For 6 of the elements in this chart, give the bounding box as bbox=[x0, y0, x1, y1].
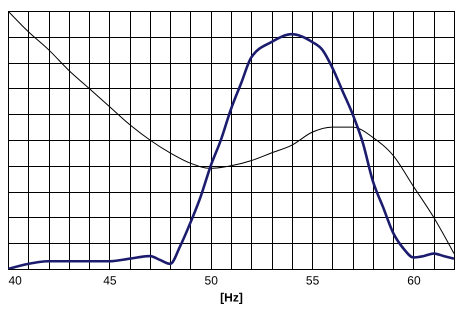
x-tick-label: 40 bbox=[8, 274, 22, 288]
x-tick-label: 50 bbox=[204, 274, 218, 288]
x-tick-label: 45 bbox=[103, 274, 117, 288]
x-tick-label: 60 bbox=[407, 274, 421, 288]
x-axis-title: [Hz] bbox=[220, 290, 243, 304]
x-tick-label: 55 bbox=[306, 274, 320, 288]
